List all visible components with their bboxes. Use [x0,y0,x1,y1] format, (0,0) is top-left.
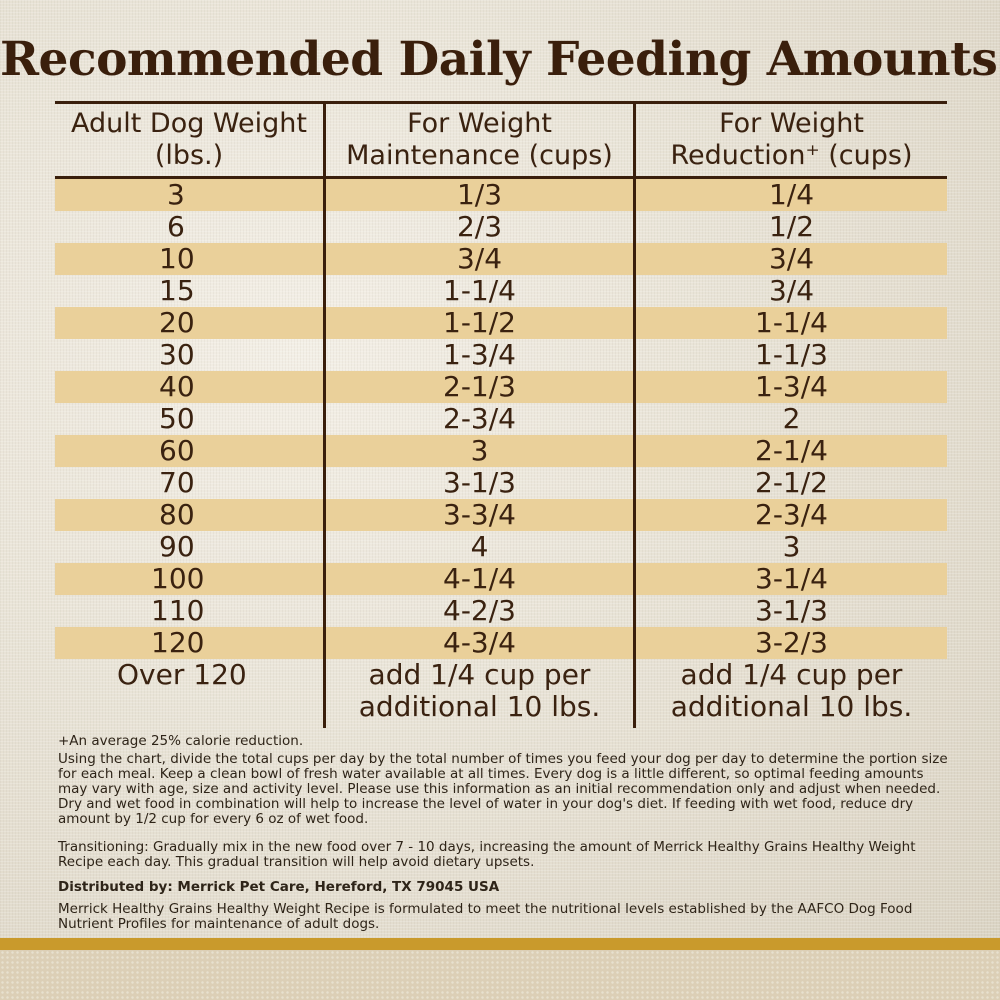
instructions-text: Using the chart, divide the total cups p… [58,751,948,827]
maintenance-cell: 4-3/4 [443,626,516,659]
maintenance-cell: 1-1/2 [443,306,516,339]
reduction-cell: 3-2/3 [755,626,828,659]
table-row: 80 3-3/4 2-3/4 [55,499,947,531]
maintenance-cell: 1-3/4 [443,338,516,371]
aafco-statement: Merrick Healthy Grains Healthy Weight Re… [58,901,913,932]
table-row: 3 1/3 1/4 [55,179,947,211]
maintenance-cell: 1/3 [456,178,503,211]
header-maintenance-line2: Maintenance (cups) [346,140,613,171]
maintenance-cell: 3 [470,434,489,467]
reduction-cell: 3-1/4 [755,562,828,595]
reduction-cell: 1-1/3 [755,338,828,371]
page-title: Recommended Daily Feeding Amounts: [0,32,1000,87]
reduction-cell: 3 [782,530,801,563]
maintenance-cell: 4 [470,530,489,563]
header-maintenance: For Weight Maintenance (cups) [326,108,633,176]
reduction-cell: 2 [782,402,801,435]
column-divider-2 [633,104,636,728]
maintenance-cell: 2/3 [456,210,503,243]
weight-cell: 100 [151,562,205,595]
table-row: 110 4-2/3 3-1/3 [55,595,947,627]
maintenance-cell: 3/4 [456,242,503,275]
table-row: 100 4-1/4 3-1/4 [55,563,947,595]
table-row: 15 1-1/4 3/4 [55,275,947,307]
reduction-cell: 2-3/4 [755,498,828,531]
weight-cell: 30 [159,338,195,371]
header-weight: Adult Dog Weight (lbs.) [55,108,323,176]
reduction-cell: 1-1/4 [755,306,828,339]
weight-cell: Over 120 [117,658,247,691]
reduction-cell: 1-3/4 [755,370,828,403]
reduction-cell: 2-1/4 [755,434,828,467]
distributed-by: Distributed by: Merrick Pet Care, Herefo… [58,879,500,895]
weight-cell: 3 [167,178,185,211]
reduction-cell: add 1/4 cup per additional 10 lbs. [670,658,913,723]
table-row: 10 3/4 3/4 [55,243,947,275]
table-row: 40 2-1/3 1-3/4 [55,371,947,403]
table-row: 6 2/3 1/2 [55,211,947,243]
weight-cell: 20 [159,306,195,339]
table-row: 60 3 2-1/4 [55,435,947,467]
reduction-cell: 3/4 [768,274,815,307]
reduction-cell: 1/2 [768,210,815,243]
column-divider-1 [323,104,326,728]
table-row: 50 2-3/4 2 [55,403,947,435]
weight-cell: 120 [151,626,205,659]
header-reduction-line1: For Weight [719,108,864,139]
reduction-cell: 2-1/2 [755,466,828,499]
weight-cell: 10 [159,242,195,275]
header-reduction-line2: Reduction⁺ (cups) [670,140,913,171]
header-maintenance-line1: For Weight [407,108,552,139]
footnote: +An average 25% calorie reduction. [58,733,304,749]
maintenance-cell: add 1/4 cup per additional 10 lbs. [358,658,601,723]
table-row: 20 1-1/2 1-1/4 [55,307,947,339]
table-row-over-120: Over 120 add 1/4 cup per additional 10 l… [55,659,947,723]
weight-cell: 40 [159,370,195,403]
header-reduction: For Weight Reduction⁺ (cups) [636,108,947,176]
maintenance-cell: 1-1/4 [443,274,516,307]
accent-bar [0,938,1000,950]
title-divider [55,101,947,104]
header-weight-line1: Adult Dog Weight [70,108,307,139]
header-divider [55,176,947,179]
header-weight-line2: (lbs.) [154,140,224,171]
maintenance-cell: 2-1/3 [443,370,516,403]
weight-cell: 70 [159,466,195,499]
feeding-table: Adult Dog Weight (lbs.) For Weight Maint… [55,104,947,728]
weight-cell: 15 [159,274,195,307]
maintenance-cell: 4-1/4 [443,562,516,595]
transitioning-text: Transitioning: Gradually mix in the new … [58,839,916,870]
reduction-cell: 3/4 [768,242,815,275]
maintenance-cell: 3-3/4 [443,498,516,531]
table-row: 30 1-3/4 1-1/3 [55,339,947,371]
maintenance-cell: 3-1/3 [443,466,516,499]
reduction-cell: 1/4 [768,178,815,211]
weight-cell: 6 [167,210,185,243]
maintenance-cell: 2-3/4 [443,402,516,435]
bottom-texture [0,950,1000,1000]
weight-cell: 80 [159,498,195,531]
table-row: 90 4 3 [55,531,947,563]
reduction-cell: 3-1/3 [755,594,828,627]
table-row: 70 3-1/3 2-1/2 [55,467,947,499]
weight-cell: 90 [159,530,195,563]
weight-cell: 50 [159,402,195,435]
maintenance-cell: 4-2/3 [443,594,516,627]
weight-cell: 110 [151,594,205,627]
weight-cell: 60 [159,434,195,467]
table-row: 120 4-3/4 3-2/3 [55,627,947,659]
